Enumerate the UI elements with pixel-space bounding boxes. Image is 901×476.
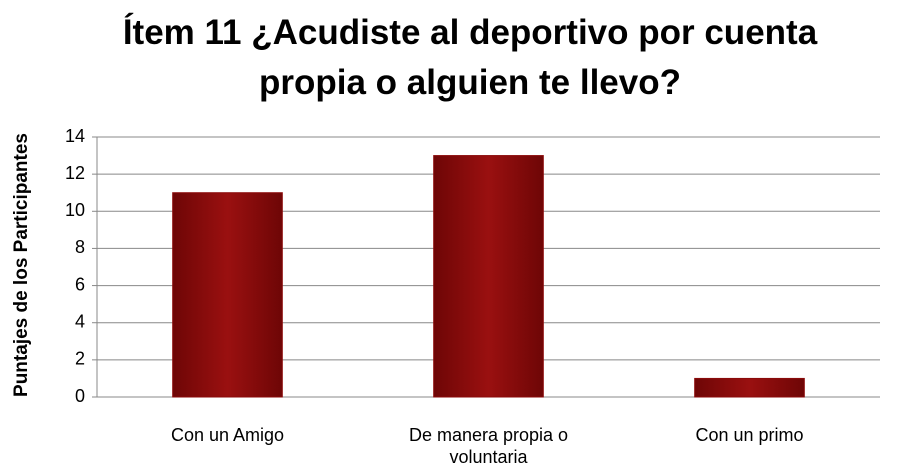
y-tick-label: 14	[65, 126, 85, 146]
bar	[694, 377, 805, 398]
x-tick-label: De manera propia o voluntaria	[408, 425, 569, 467]
bar	[433, 155, 544, 398]
y-tick-label: 10	[65, 200, 85, 220]
y-tick-label: 2	[75, 349, 85, 369]
x-tick-label: Con un Amigo	[170, 425, 285, 445]
y-tick-label: 8	[75, 237, 85, 257]
y-tick-label: 12	[65, 163, 85, 183]
y-tick-label: 0	[75, 386, 85, 406]
bar	[172, 192, 283, 398]
y-tick-label: 4	[75, 311, 85, 331]
y-axis-label: Puntajes de los Participantes	[11, 133, 32, 397]
y-tick-label: 6	[75, 274, 85, 294]
x-tick-label: Con un primo	[695, 425, 804, 445]
chart-title: Ítem 11 ¿Acudiste al deportivo por cuent…	[122, 13, 818, 102]
